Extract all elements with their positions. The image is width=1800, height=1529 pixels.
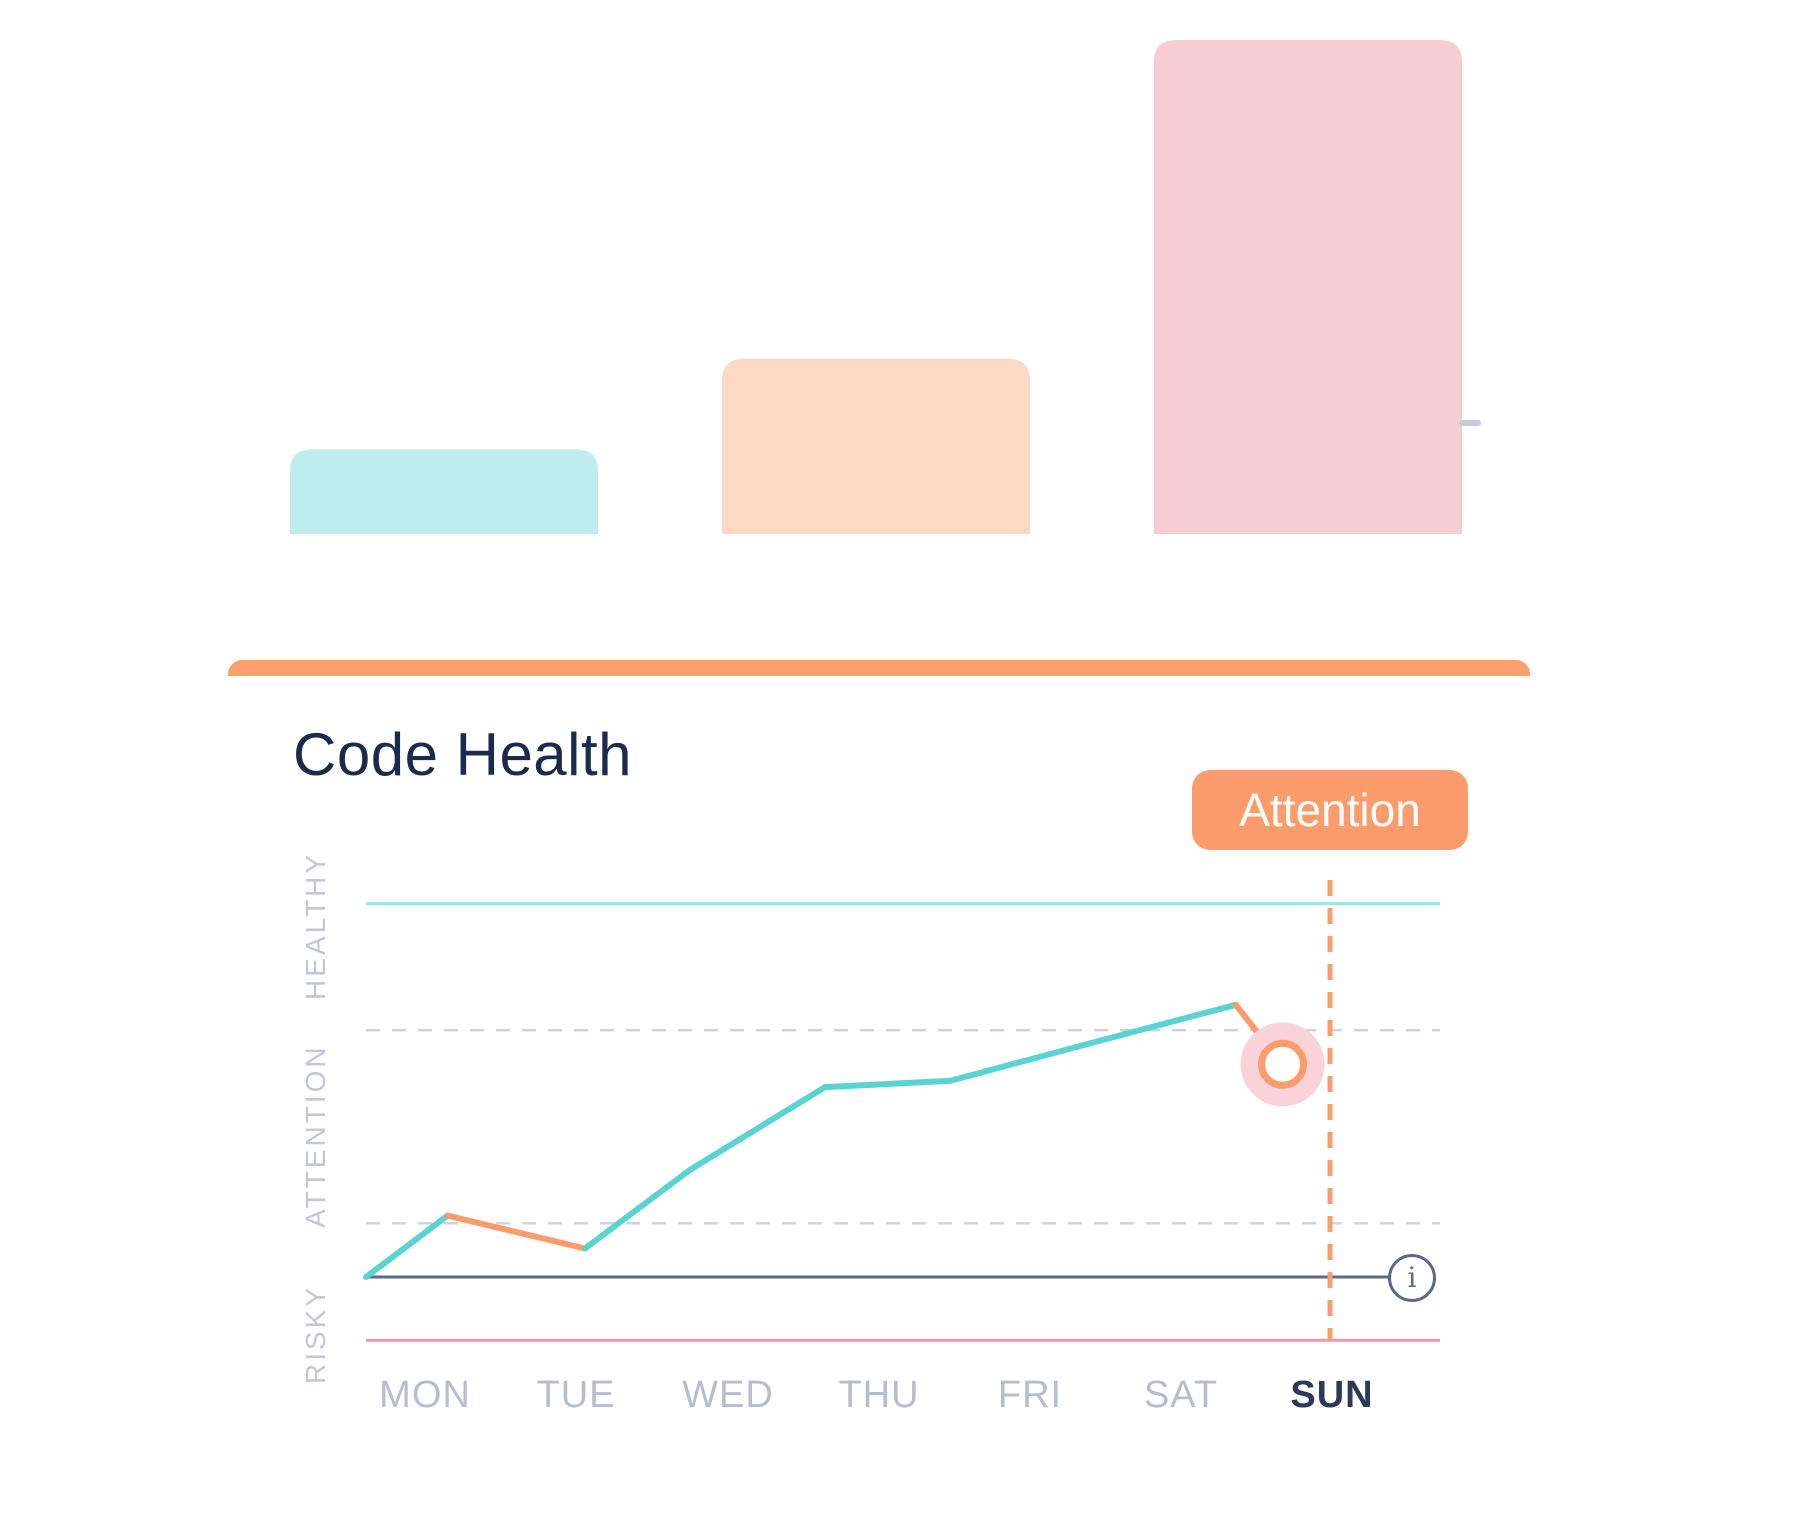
current-point-marker — [1258, 1039, 1308, 1089]
x-label-sat: SAT — [1143, 1374, 1219, 1416]
summary-bar-3 — [1154, 39, 1462, 534]
series-segment-5 — [822, 1077, 954, 1091]
series-segment-6 — [947, 1038, 1100, 1084]
series-segment-2 — [444, 1212, 588, 1252]
status-badge: Attention — [1192, 770, 1468, 850]
series-segment-3 — [581, 1166, 694, 1252]
series-segment-1 — [363, 1212, 451, 1280]
card-accent-bar — [228, 660, 1530, 676]
y-label-risky: RISKY — [300, 1284, 331, 1384]
series-segment-7 — [1093, 1001, 1239, 1045]
summary-bar-2 — [722, 358, 1030, 534]
x-label-fri: FRI — [997, 1374, 1063, 1416]
x-label-thu: THU — [838, 1374, 920, 1416]
y-label-healthy: HEALTHY — [300, 851, 331, 1000]
summary-bar-1 — [290, 449, 598, 534]
x-label-wed: WED — [682, 1374, 774, 1416]
x-label-tue: TUE — [536, 1374, 616, 1416]
x-label-sun: SUN — [1290, 1374, 1374, 1416]
x-label-mon: MON — [379, 1374, 471, 1416]
page-title: Code Health — [293, 721, 633, 788]
summary-bar-chart — [290, 39, 1481, 534]
info-icon[interactable]: i — [1388, 1254, 1436, 1302]
series-segment-4 — [687, 1084, 829, 1173]
y-label-attention: ATTENTION — [300, 1044, 331, 1228]
